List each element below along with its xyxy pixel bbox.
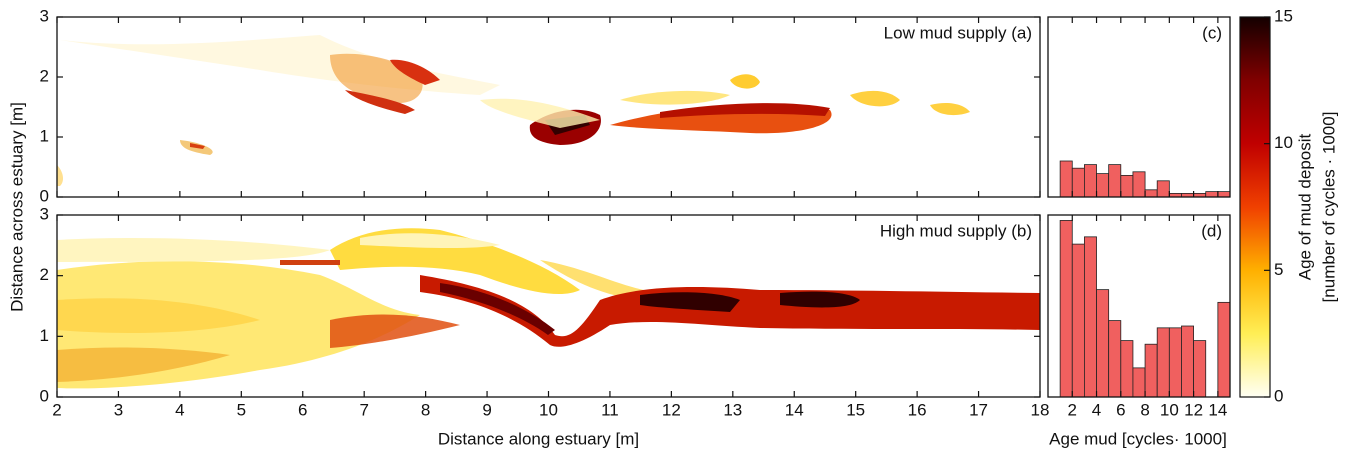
y-tick-label: 2: [40, 66, 49, 85]
bar: [1144, 343, 1158, 398]
bar: [1059, 220, 1073, 398]
x-tick-label: 18: [1031, 400, 1050, 419]
bar: [1144, 189, 1158, 198]
map-image-a: [57, 35, 970, 186]
x-tick-label: 12: [1184, 400, 1203, 419]
colorbar-tick-label: 10: [1274, 133, 1293, 152]
y-tick-label: 0: [40, 186, 49, 205]
bar: [1096, 289, 1110, 398]
colorbar-tick-label: 15: [1274, 6, 1293, 25]
x-axis-label: Distance along estuary [m]: [438, 429, 639, 448]
bar: [1108, 320, 1122, 398]
y-axis-label: Distance across estuary [m]: [7, 102, 26, 312]
panel-frame: [1047, 16, 1231, 198]
bar: [1071, 243, 1085, 398]
colorbar: [1239, 16, 1271, 398]
bar: [1132, 171, 1146, 198]
colorbar-tick-label: 5: [1274, 260, 1283, 279]
y-tick-label: 0: [40, 386, 49, 405]
bar: [1108, 164, 1122, 198]
x-tick-label: 11: [601, 400, 619, 419]
bar: [1217, 191, 1231, 198]
x-tick-label: 4: [1092, 400, 1101, 419]
colorbar-tick-label: 0: [1274, 386, 1283, 405]
x-tick-label: 14: [785, 400, 804, 419]
x-tick-label: 9: [482, 400, 491, 419]
bar: [1120, 340, 1134, 398]
panel-annotation: (c): [1202, 23, 1222, 42]
x-tick-label: 14: [1208, 400, 1227, 419]
panel-frame: [1047, 214, 1231, 398]
bar: [1217, 301, 1231, 398]
map-image-b: [57, 228, 1040, 389]
bar: [1084, 164, 1097, 198]
x-tick-label: 15: [846, 400, 865, 419]
x-tick-label: 8: [421, 400, 430, 419]
bar: [1156, 327, 1170, 398]
x-tick-label: 7: [359, 400, 368, 419]
x-tick-label: 6: [1116, 400, 1125, 419]
bar: [1084, 236, 1097, 398]
x-tick-label: 17: [969, 400, 988, 419]
x-axis-label: Age mud [cycles· 1000]: [1049, 429, 1227, 448]
x-tick-label: 8: [1140, 400, 1149, 419]
colorbar-label: [number of cycles · 1000]: [1319, 112, 1338, 303]
x-tick-label: 16: [908, 400, 927, 419]
y-tick-label: 1: [40, 326, 49, 345]
x-tick-label: 13: [723, 400, 742, 419]
bar: [1059, 160, 1073, 198]
x-tick-label: 2: [1068, 400, 1077, 419]
bar: [1120, 174, 1134, 198]
x-tick-label: 6: [298, 400, 307, 419]
panel-annotation: (d): [1201, 221, 1222, 240]
y-tick-label: 3: [40, 6, 49, 25]
x-tick-label: 5: [237, 400, 246, 419]
panel-annotation: Low mud supply (a): [884, 23, 1032, 42]
x-tick-label: 2: [52, 400, 61, 419]
bar: [1132, 367, 1146, 398]
colorbar-label: Age of mud deposit: [1295, 133, 1314, 280]
y-tick-label: 3: [40, 204, 49, 223]
x-tick-label: 3: [114, 400, 123, 419]
bar: [1193, 340, 1207, 398]
x-tick-label: 12: [662, 400, 681, 419]
x-tick-label: 10: [1160, 400, 1179, 419]
panel-annotation: High mud supply (b): [880, 221, 1032, 240]
bar: [1181, 325, 1195, 398]
y-tick-label: 1: [40, 126, 49, 145]
x-tick-label: 4: [175, 400, 184, 419]
bar: [1096, 173, 1110, 198]
bar: [1168, 327, 1182, 398]
bar: [1156, 180, 1170, 198]
bar: [1071, 167, 1085, 198]
x-tick-label: 10: [539, 400, 558, 419]
y-tick-label: 2: [40, 265, 49, 284]
bar: [1205, 191, 1219, 198]
